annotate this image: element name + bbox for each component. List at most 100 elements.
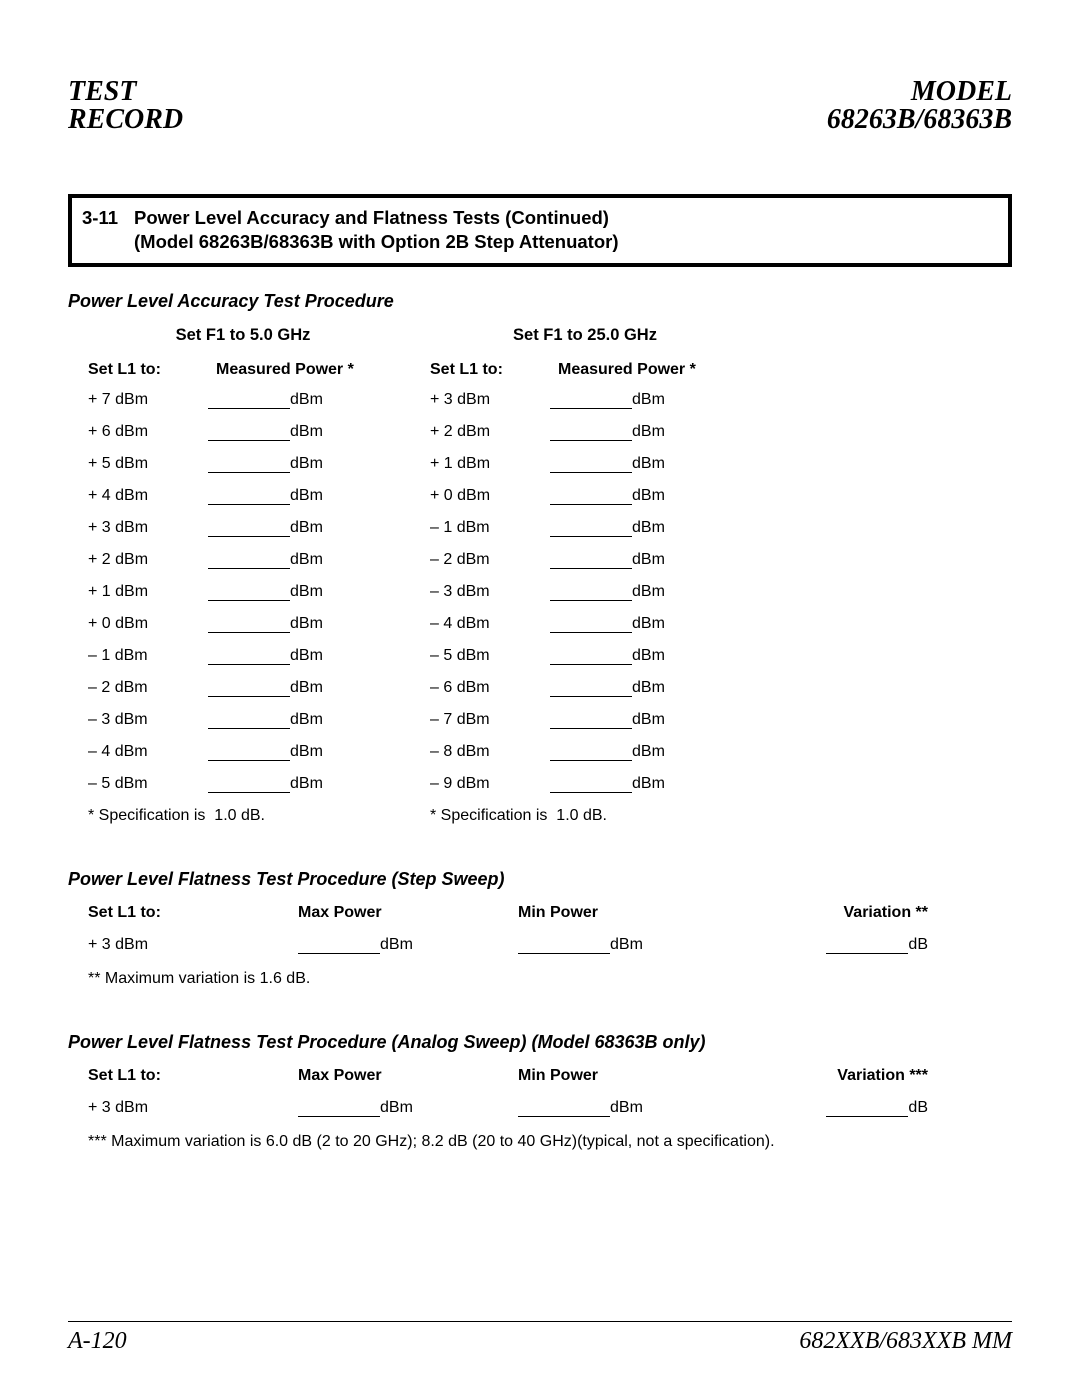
- unit-dbm: dBm: [380, 936, 413, 953]
- blank-line: [208, 490, 290, 505]
- unit-dbm: dBm: [632, 487, 665, 504]
- spec-value-left: 1.0 dB.: [214, 807, 265, 824]
- table-row: – 5 dBmdBm: [88, 775, 368, 793]
- measured-power-blank: dBm: [550, 647, 665, 665]
- table-row: + 0 dBm dBm: [430, 487, 710, 505]
- table-row: – 1 dBmdBm: [430, 519, 710, 537]
- accuracy-col-right: Set F1 to 25.0 GHz Set L1 to: Measured P…: [430, 326, 710, 825]
- header-right: MODEL 68263B/68363B: [827, 78, 1012, 134]
- measured-power-blank: dBm: [208, 583, 323, 601]
- measured-power-blank: dBm: [550, 551, 665, 569]
- flat-step-row: + 3 dBm dBm dBm dB: [88, 936, 1012, 954]
- col-left-headers: Set L1 to: Measured Power *: [88, 361, 368, 379]
- measured-power-blank: dBm: [208, 615, 323, 633]
- unit-dbm: dBm: [632, 775, 665, 792]
- measured-power-blank: dBm: [550, 487, 665, 505]
- measured-power-blank: dBm: [208, 679, 323, 697]
- unit-dbm: dBm: [610, 1099, 643, 1116]
- flat-analog-c3: dBm: [518, 1099, 768, 1117]
- unit-dbm: dBm: [632, 455, 665, 472]
- blank-line: [550, 586, 632, 601]
- unit-dbm: dBm: [290, 551, 323, 568]
- unit-dbm: dBm: [290, 743, 323, 760]
- footer-left: A-120: [68, 1328, 127, 1355]
- blank-line: [550, 714, 632, 729]
- l1-value: – 6 dBm: [430, 679, 550, 697]
- blank-line: [208, 586, 290, 601]
- measured-power-blank: dBm: [550, 455, 665, 473]
- blank-line: [208, 714, 290, 729]
- col-right-rows: + 3 dBmdBm+ 2 dBmdBm+ 1 dBmdBm+ 0 dBmdBm…: [430, 391, 710, 793]
- unit-dbm: dBm: [290, 487, 323, 504]
- blank-line: [550, 746, 632, 761]
- measured-power-blank: dBm: [208, 647, 323, 665]
- unit-dbm: dBm: [290, 519, 323, 536]
- l1-value: + 3 dBm: [88, 519, 208, 537]
- col-right-spec: * Specification is 1.0 dB.: [430, 807, 710, 825]
- unit-dbm: dBm: [632, 743, 665, 760]
- table-row: – 2 dBmdBm: [88, 679, 368, 697]
- flat-analog-headers: Set L1 to: Max Power Min Power Variation…: [88, 1067, 1012, 1085]
- l1-value: + 1 dBm: [88, 583, 208, 601]
- accuracy-col-left: Set F1 to 5.0 GHz Set L1 to: Measured Po…: [88, 326, 368, 825]
- l1-value: – 1 dBm: [430, 519, 550, 537]
- table-row: + 0 dBmdBm: [88, 615, 368, 633]
- table-row: + 2 dBmdBm: [430, 423, 710, 441]
- col-left-title: Set F1 to 5.0 GHz: [118, 326, 368, 345]
- measured-power-blank: dBm: [550, 583, 665, 601]
- l1-value: – 8 dBm: [430, 743, 550, 761]
- blank-line: [550, 458, 632, 473]
- table-row: – 5 dBm dBm: [430, 647, 710, 665]
- col-left-hdr-l1: Set L1 to:: [88, 361, 208, 379]
- measured-power-blank: dBm: [208, 711, 323, 729]
- blank-line: [298, 939, 380, 954]
- blank-line: [208, 618, 290, 633]
- page-footer: A-120 682XXB/683XXB MM: [68, 1321, 1012, 1355]
- flat-analog-c2: dBm: [298, 1099, 518, 1117]
- flat-step-c3: dBm: [518, 936, 768, 954]
- l1-value: – 4 dBm: [430, 615, 550, 633]
- measured-power-blank: dBm: [208, 423, 323, 441]
- blank-line: [518, 939, 610, 954]
- unit-dbm: dBm: [290, 423, 323, 440]
- table-row: – 3 dBmdBm: [430, 583, 710, 601]
- accuracy-subhead: Power Level Accuracy Test Procedure: [68, 291, 1012, 312]
- table-row: – 3 dBm dBm: [88, 711, 368, 729]
- l1-value: + 0 dBm: [430, 487, 550, 505]
- flat-analog-c4: dB: [768, 1099, 928, 1117]
- unit-dbm: dBm: [290, 775, 323, 792]
- flat-step-headers: Set L1 to: Max Power Min Power Variation…: [88, 904, 1012, 922]
- section-text1: Power Level Accuracy and Flatness Tests …: [134, 207, 609, 228]
- table-row: – 4 dBmdBm: [88, 743, 368, 761]
- l1-value: + 3 dBm: [430, 391, 550, 409]
- section-line1: 3-11Power Level Accuracy and Flatness Te…: [82, 206, 998, 230]
- measured-power-blank: dBm: [208, 487, 323, 505]
- unit-dbm: dBm: [290, 711, 323, 728]
- measured-power-blank: dBm: [208, 743, 323, 761]
- l1-value: – 3 dBm: [88, 711, 208, 729]
- col-right-hdr-power: Measured Power *: [550, 361, 710, 379]
- l1-value: + 6 dBm: [88, 423, 208, 441]
- table-row: + 3 dBm dBm: [88, 519, 368, 537]
- blank-line: [208, 394, 290, 409]
- flat-step-h1: Set L1 to:: [88, 904, 298, 922]
- blank-line: [550, 426, 632, 441]
- flat-analog-note: *** Maximum variation is 6.0 dB (2 to 20…: [88, 1133, 1012, 1151]
- measured-power-blank: dBm: [208, 551, 323, 569]
- flat-analog-h4: Variation ***: [768, 1067, 928, 1085]
- unit-dbm: dBm: [632, 647, 665, 664]
- blank-line: [550, 778, 632, 793]
- flat-step-h4: Variation **: [768, 904, 928, 922]
- page-header: TEST RECORD MODEL 68263B/68363B: [68, 78, 1012, 134]
- measured-power-blank: dBm: [208, 775, 323, 793]
- col-right-headers: Set L1 to: Measured Power *: [430, 361, 710, 379]
- table-row: – 4 dBmdBm: [430, 615, 710, 633]
- blank-line: [550, 522, 632, 537]
- l1-value: – 5 dBm: [430, 647, 550, 665]
- blank-line: [826, 939, 908, 954]
- blank-line: [550, 490, 632, 505]
- table-row: + 5 dBmdBm: [88, 455, 368, 473]
- flat-analog-h1: Set L1 to:: [88, 1067, 298, 1085]
- table-row: – 1 dBmdBm: [88, 647, 368, 665]
- blank-line: [208, 554, 290, 569]
